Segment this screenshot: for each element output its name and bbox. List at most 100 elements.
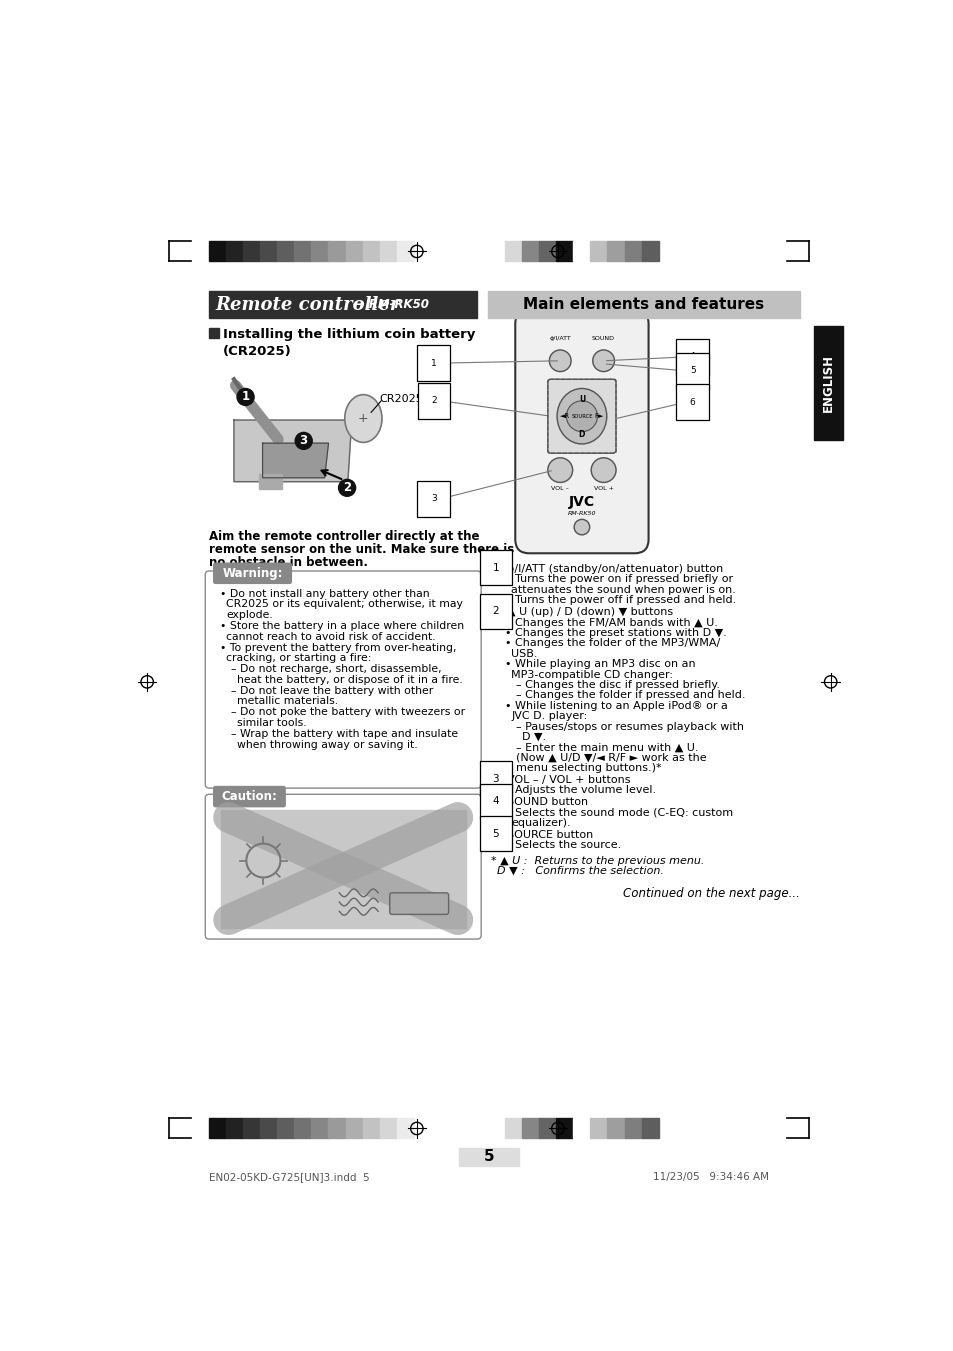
FancyBboxPatch shape	[213, 786, 286, 808]
Text: VOL +: VOL +	[593, 485, 613, 490]
Text: Caution:: Caution:	[221, 790, 277, 802]
Text: – Pauses/stops or resumes playback with: – Pauses/stops or resumes playback with	[516, 721, 743, 731]
Text: when throwing away or saving it.: when throwing away or saving it.	[236, 739, 417, 750]
Text: – Changes the folder if pressed and held.: – Changes the folder if pressed and held…	[516, 690, 744, 700]
Bar	[556, 242, 573, 262]
Text: JVC: JVC	[568, 496, 595, 509]
Text: • While playing an MP3 disc on an: • While playing an MP3 disc on an	[505, 659, 695, 669]
Text: – Enter the main menu with ▲ U.: – Enter the main menu with ▲ U.	[516, 742, 698, 753]
Bar	[220, 809, 465, 928]
Text: (Now ▲ U/D ▼/◄ R/F ► work as the: (Now ▲ U/D ▼/◄ R/F ► work as the	[516, 753, 706, 763]
Text: 5: 5	[492, 830, 498, 839]
Text: 3: 3	[492, 774, 498, 784]
FancyBboxPatch shape	[515, 309, 648, 554]
Bar	[521, 242, 538, 262]
Bar	[521, 1119, 538, 1139]
Circle shape	[236, 389, 253, 405]
Text: Main elements and features: Main elements and features	[523, 297, 763, 312]
Text: 1: 1	[492, 563, 498, 573]
Text: D ▼.: D ▼.	[521, 732, 546, 742]
Text: ϕ/I/ATT (standby/on/attenuator) button: ϕ/I/ATT (standby/on/attenuator) button	[506, 565, 722, 574]
Bar	[590, 242, 607, 262]
Bar	[624, 242, 641, 262]
Bar	[209, 328, 219, 339]
Text: 3: 3	[431, 494, 436, 503]
Text: remote sensor on the unit. Make sure there is: remote sensor on the unit. Make sure the…	[209, 543, 514, 557]
Circle shape	[574, 519, 589, 535]
Bar	[209, 1119, 226, 1139]
FancyBboxPatch shape	[390, 893, 448, 915]
Text: CR2025 or its equivalent; otherwise, it may: CR2025 or its equivalent; otherwise, it …	[226, 600, 462, 609]
Text: metallic materials.: metallic materials.	[236, 697, 337, 707]
Text: equalizer).: equalizer).	[511, 819, 571, 828]
Text: ENGLISH: ENGLISH	[821, 354, 834, 412]
Text: * ▲ U :  Returns to the previous menu.: * ▲ U : Returns to the previous menu.	[491, 855, 704, 866]
Bar	[294, 1119, 311, 1139]
Text: • To prevent the battery from over-heating,: • To prevent the battery from over-heati…	[220, 643, 456, 653]
Text: • Turns the power off if pressed and held.: • Turns the power off if pressed and hel…	[505, 596, 736, 605]
Polygon shape	[233, 420, 352, 482]
Text: similar tools.: similar tools.	[236, 719, 306, 728]
Text: USB.: USB.	[511, 648, 537, 659]
Text: EN02-05KD-G725[UN]3.indd  5: EN02-05KD-G725[UN]3.indd 5	[209, 1173, 370, 1182]
Text: SOUND: SOUND	[592, 336, 615, 340]
Bar	[396, 1119, 414, 1139]
Bar	[396, 242, 414, 262]
Bar	[505, 1119, 521, 1139]
Text: 11/23/05   9:34:46 AM: 11/23/05 9:34:46 AM	[652, 1173, 768, 1182]
Bar	[226, 242, 243, 262]
Bar	[607, 242, 624, 262]
Text: • Changes the FM/AM bands with ▲ U.: • Changes the FM/AM bands with ▲ U.	[505, 617, 718, 628]
Text: – Changes the disc if pressed briefly.: – Changes the disc if pressed briefly.	[516, 680, 720, 690]
Text: heat the battery, or dispose of it in a fire.: heat the battery, or dispose of it in a …	[236, 676, 462, 685]
Text: explode.: explode.	[226, 611, 273, 620]
Text: • Selects the sound mode (C-EQ: custom: • Selects the sound mode (C-EQ: custom	[505, 808, 733, 817]
Bar	[294, 242, 311, 262]
Bar	[311, 242, 328, 262]
Text: 2: 2	[431, 396, 436, 405]
Text: • Adjusts the volume level.: • Adjusts the volume level.	[505, 785, 656, 796]
Bar	[328, 242, 345, 262]
Text: Installing the lithium coin battery
(CR2025): Installing the lithium coin battery (CR2…	[223, 328, 475, 358]
Bar	[641, 1119, 658, 1139]
Bar	[362, 242, 379, 262]
Text: 4: 4	[689, 353, 695, 362]
Text: • While listening to an Apple iPod® or a: • While listening to an Apple iPod® or a	[505, 701, 727, 711]
Text: – Do not recharge, short, disassemble,: – Do not recharge, short, disassemble,	[231, 665, 441, 674]
Bar	[260, 242, 277, 262]
Circle shape	[338, 480, 355, 496]
Bar	[209, 242, 226, 262]
Circle shape	[591, 458, 616, 482]
Text: RM-RK50: RM-RK50	[567, 511, 596, 516]
Bar	[624, 1119, 641, 1139]
Text: CR2025: CR2025	[379, 394, 423, 404]
Ellipse shape	[557, 389, 606, 444]
FancyBboxPatch shape	[213, 562, 292, 584]
Text: U: U	[578, 394, 584, 404]
Text: cracking, or starting a fire:: cracking, or starting a fire:	[226, 654, 371, 663]
Bar	[209, 290, 476, 319]
Bar	[243, 242, 260, 262]
Text: attenuates the sound when power is on.: attenuates the sound when power is on.	[511, 585, 736, 594]
Text: Continued on the next page...: Continued on the next page...	[622, 888, 799, 900]
Text: • Selects the source.: • Selects the source.	[505, 840, 620, 851]
Text: VOL –: VOL –	[551, 485, 569, 490]
Text: 5: 5	[483, 1150, 494, 1165]
Bar	[345, 1119, 362, 1139]
Text: Warning:: Warning:	[222, 567, 282, 580]
Text: VOL – / VOL + buttons: VOL – / VOL + buttons	[506, 775, 630, 785]
Text: • Do not install any battery other than: • Do not install any battery other than	[220, 589, 429, 598]
Bar	[243, 1119, 260, 1139]
Bar	[277, 1119, 294, 1139]
Text: 1: 1	[431, 358, 436, 367]
Text: – Wrap the battery with tape and insulate: – Wrap the battery with tape and insulat…	[231, 728, 457, 739]
Bar	[488, 290, 799, 319]
Bar	[226, 1119, 243, 1139]
Text: MP3-compatible CD changer:: MP3-compatible CD changer:	[511, 670, 673, 680]
Text: Aim the remote controller directly at the: Aim the remote controller directly at th…	[209, 530, 479, 543]
Bar	[573, 1119, 590, 1139]
Text: 1: 1	[241, 390, 250, 404]
Text: D ▼ :   Confirms the selection.: D ▼ : Confirms the selection.	[497, 866, 663, 875]
Text: +: +	[357, 412, 368, 426]
Text: JVC D. player:: JVC D. player:	[511, 711, 587, 721]
